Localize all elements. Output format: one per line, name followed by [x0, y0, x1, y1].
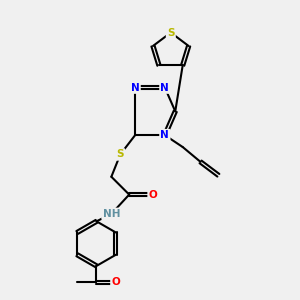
Text: O: O: [111, 277, 120, 287]
Text: N: N: [160, 130, 169, 140]
Text: N: N: [160, 82, 169, 93]
Text: N: N: [131, 82, 140, 93]
Text: O: O: [148, 190, 157, 200]
Text: S: S: [116, 149, 124, 160]
Text: NH: NH: [103, 209, 120, 219]
Text: S: S: [167, 28, 175, 38]
